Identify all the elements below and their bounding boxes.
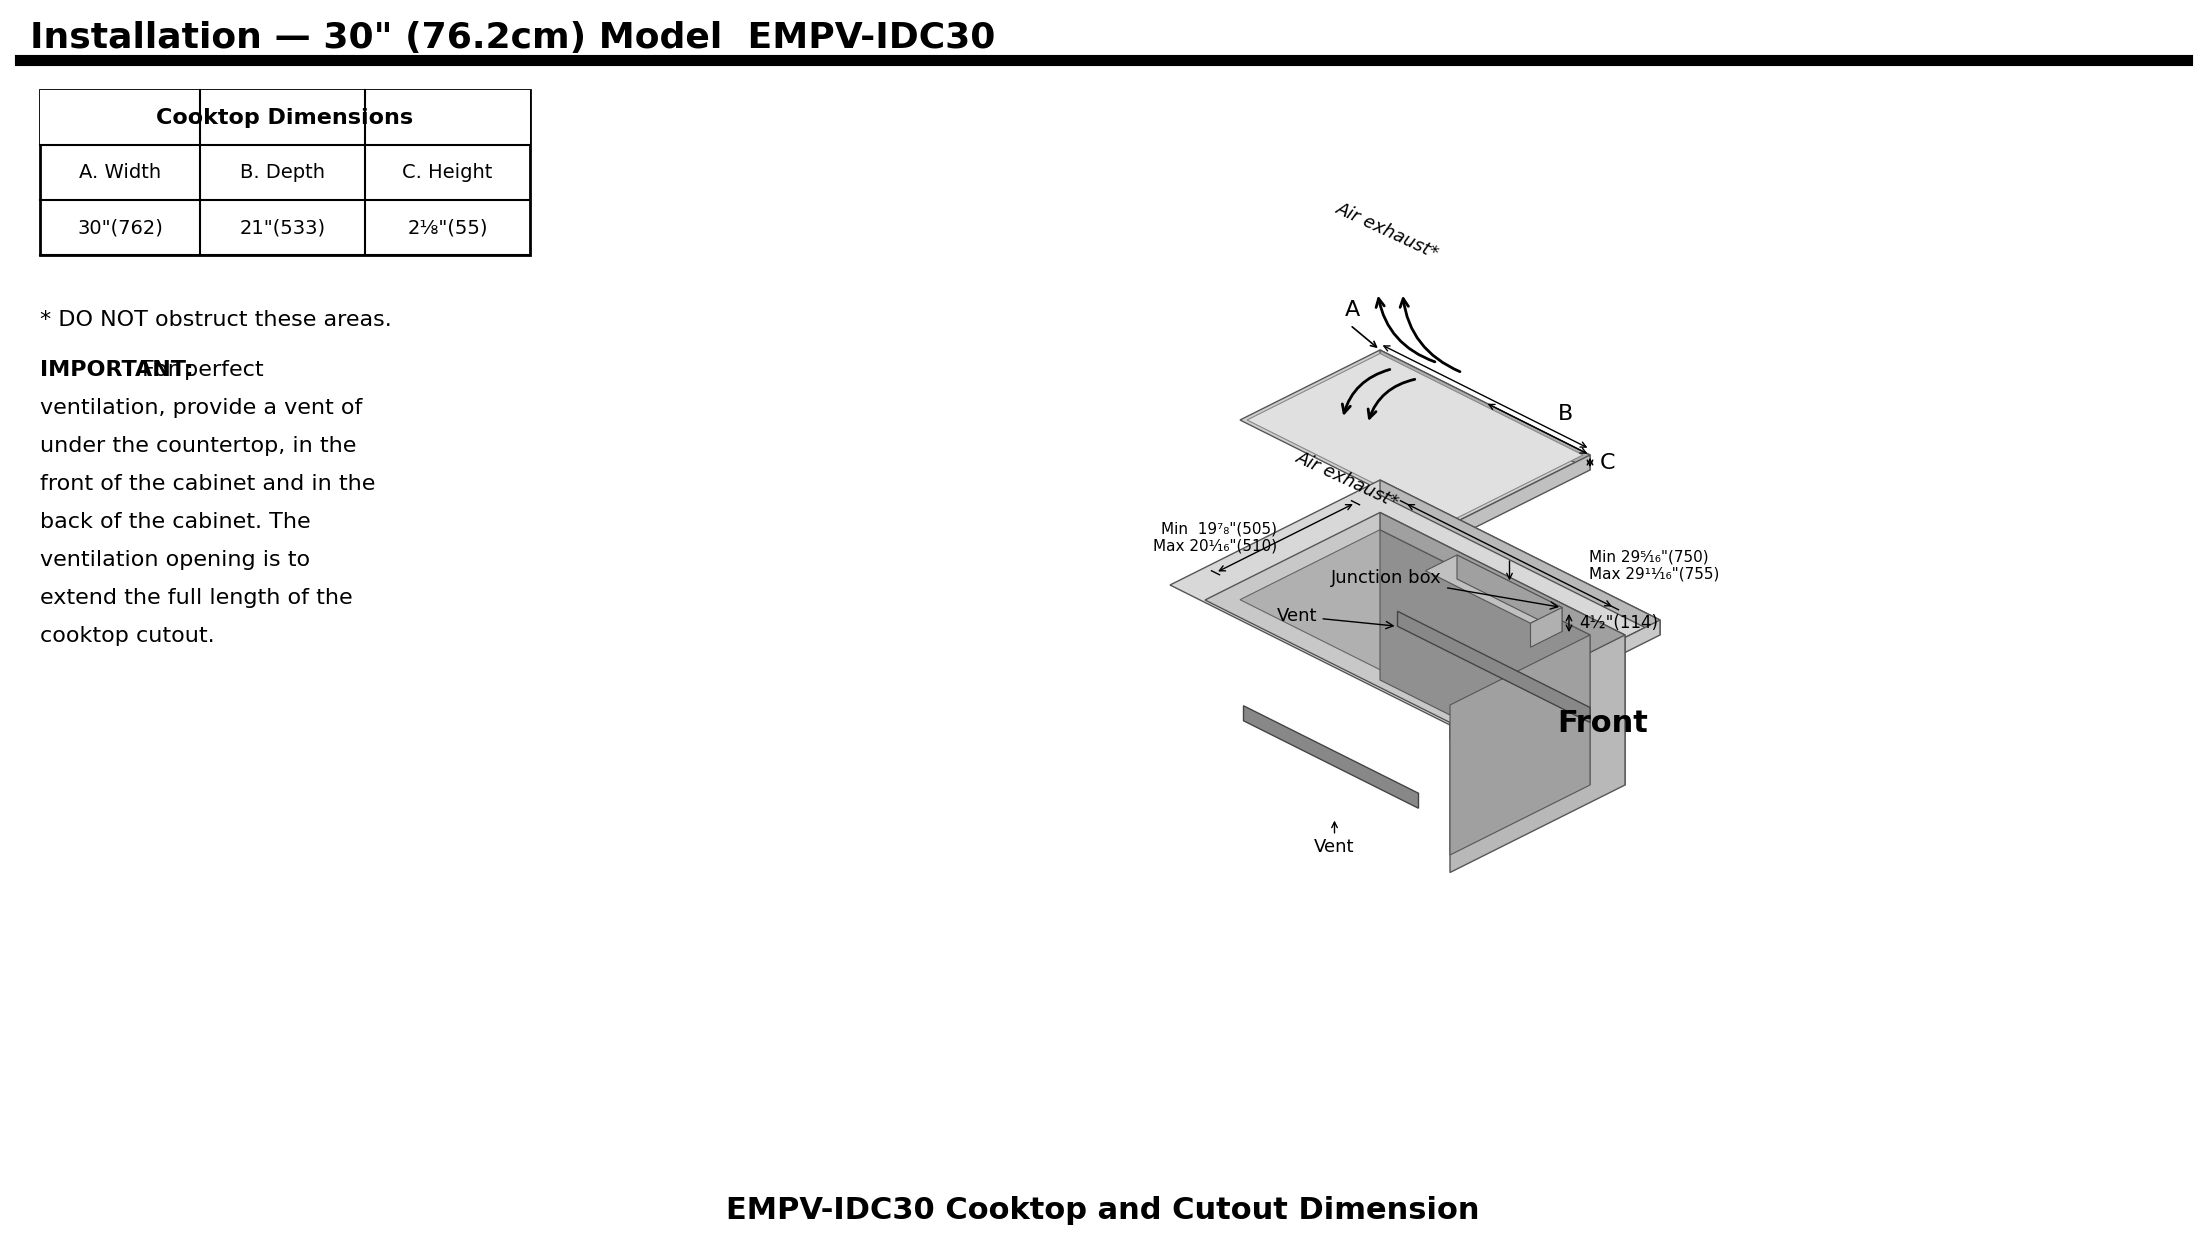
Text: C. Height: C. Height [402,163,492,182]
Text: 21"(533): 21"(533) [238,217,327,238]
Text: A: A [1344,300,1360,321]
Polygon shape [1529,607,1563,647]
Text: Vent: Vent [1278,607,1393,628]
Text: Air exhaust*: Air exhaust* [1333,200,1441,263]
Polygon shape [1457,556,1563,631]
Text: 4½"(114): 4½"(114) [1578,613,1657,632]
Text: IMPORTANT:: IMPORTANT: [40,360,194,380]
Text: front of the cabinet and in the: front of the cabinet and in the [40,474,375,494]
Text: extend the full length of the: extend the full length of the [40,588,353,608]
Text: Junction box: Junction box [1331,568,1558,610]
Text: Installation — 30" (76.2cm) Model  EMPV-IDC30: Installation — 30" (76.2cm) Model EMPV-I… [31,21,995,55]
Polygon shape [1379,480,1660,635]
Polygon shape [1379,530,1589,786]
Text: Air exhaust*: Air exhaust* [1293,449,1401,512]
FancyArrowPatch shape [1368,380,1415,419]
Text: B: B [1558,403,1574,424]
Text: Cooktop Dimensions: Cooktop Dimensions [157,108,413,127]
Text: Front: Front [1558,709,1649,738]
Text: C: C [1600,453,1616,473]
Text: EMPV-IDC30 Cooktop and Cutout Dimension: EMPV-IDC30 Cooktop and Cutout Dimension [726,1195,1479,1226]
Polygon shape [1426,556,1563,623]
Text: ventilation, provide a vent of: ventilation, provide a vent of [40,398,362,419]
Text: For perfect: For perfect [135,360,263,380]
Text: cooktop cutout.: cooktop cutout. [40,626,214,646]
Polygon shape [1450,455,1589,541]
Text: 2⅛"(55): 2⅛"(55) [408,217,488,238]
Text: ventilation opening is to: ventilation opening is to [40,551,311,569]
Text: Min 29⁵⁄₁₆"(750)
Max 29¹¹⁄₁₆"(755): Min 29⁵⁄₁₆"(750) Max 29¹¹⁄₁₆"(755) [1589,549,1719,582]
Polygon shape [1379,349,1589,470]
Polygon shape [1247,353,1582,522]
Polygon shape [1243,705,1419,808]
Bar [40,91,530,145]
FancyArrowPatch shape [1342,370,1390,414]
Text: Vent: Vent [1313,837,1355,856]
Polygon shape [1240,349,1589,525]
Text: back of the cabinet. The: back of the cabinet. The [40,512,311,532]
Polygon shape [1379,513,1624,786]
Text: 30"(762): 30"(762) [77,217,163,238]
Polygon shape [1240,529,1589,705]
Text: * DO NOT obstruct these areas.: * DO NOT obstruct these areas. [40,310,393,331]
FancyArrowPatch shape [1399,299,1461,372]
Polygon shape [1450,635,1589,855]
Polygon shape [1450,635,1624,872]
Text: under the countertop, in the: under the countertop, in the [40,436,355,456]
Text: A. Width: A. Width [79,163,161,182]
Polygon shape [1170,480,1660,725]
Polygon shape [1240,514,1589,690]
Bar [40,91,530,255]
Text: Min  19⁷₈"(505)
Max 20¹⁄₁₆"(510): Min 19⁷₈"(505) Max 20¹⁄₁₆"(510) [1154,522,1278,554]
Polygon shape [1450,620,1660,740]
Polygon shape [1205,513,1624,723]
Polygon shape [1397,611,1589,723]
Text: B. Depth: B. Depth [241,163,324,182]
FancyArrowPatch shape [1377,298,1435,362]
